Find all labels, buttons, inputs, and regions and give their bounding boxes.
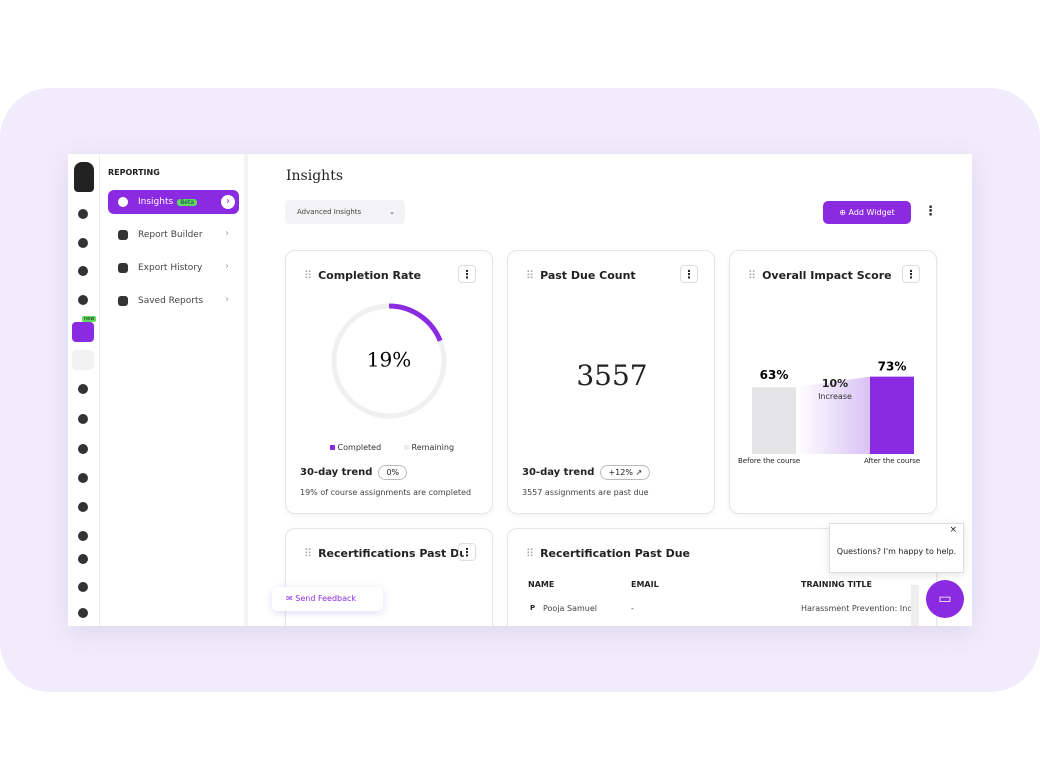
beta-badge: Beta [177,198,198,206]
rail-icon[interactable] [78,295,88,305]
cell: Harassment Prevention: Ind [801,604,913,613]
chat-text: Questions? I'm happy to help. [836,547,957,556]
increase-area [796,376,870,454]
card-menu[interactable]: ⋮ [902,265,920,283]
close[interactable]: × [949,525,957,535]
card-menu[interactable]: ⋮ [458,265,476,283]
trend-label: 30-day trend [522,467,595,478]
nav-item[interactable]: Insights Beta › [108,190,239,214]
cell: - [631,604,634,613]
bar-caption: Before the course [738,457,801,465]
nav-label: Insights [138,197,174,207]
rail-icon[interactable] [78,502,88,512]
cell: Pooja Samuel [543,604,597,613]
column-header: NAME [528,580,555,589]
rail-icon[interactable] [78,531,88,541]
nav-item[interactable]: Export History › [108,256,239,280]
donut-arc [331,303,447,419]
rail-icon[interactable] [78,473,88,483]
trend-pill: 0% [378,465,408,480]
bar [870,376,914,454]
recert-small-card: Recertifications Past Du... ⋮ [285,528,493,626]
sidebar-heading: REPORTING [108,168,160,177]
increase-value: 10% [821,377,849,390]
rail-icon[interactable] [78,384,88,394]
increase-caption: Increase [818,392,852,401]
scrollbar[interactable] [911,585,919,626]
card-title: Past Due Count [526,269,636,282]
card-note: 3557 assignments are past due [522,488,649,497]
feedback-label: Send Feedback [295,594,357,603]
avatar: P [530,604,536,612]
bar-label: 73% [878,360,907,374]
page-title: Insights [286,168,343,184]
legend-item: Completed [337,443,382,452]
nav-item[interactable]: Saved Reports › [108,289,239,313]
feedback-button[interactable]: ✉ Send Feedback [272,587,383,611]
rail-icon[interactable] [78,414,88,424]
chat-popup: Questions? I'm happy to help. × [829,523,964,573]
trend-pill: +12% ↗ [600,465,651,480]
card-menu[interactable]: ⋮ [680,265,698,283]
trend-label: 30-day trend [300,467,373,478]
logo [74,162,94,192]
impact-chart: 63% 73% [752,360,914,454]
big-number: 3557 [576,359,648,392]
completion-card: Completion Rate ⋮ 19% Completed Remainin… [285,250,493,514]
past-due-card: Past Due Count ⋮ 3557 30-day trend +12% ↗… [507,250,715,514]
rail-icon[interactable] [78,238,88,248]
card-note: 19% of course assignments are completed [300,488,472,497]
add-widget-button[interactable]: ⊕ Add Widget [823,201,911,224]
rail-icon[interactable] [78,554,88,564]
rail-icon[interactable] [78,608,88,618]
nav-item[interactable]: Report Builder › [108,223,239,247]
card-menu[interactable]: ⋮ [458,543,476,561]
rail-icon-active[interactable] [72,322,94,342]
chat-button[interactable]: ▭ [926,580,964,618]
app-window: new REPORTING Insights Beta › Report Build… [68,154,972,626]
legend-item: Remaining [411,443,455,452]
nav-label: Export History [138,263,203,273]
column-header: EMAIL [631,580,659,589]
rail-icon[interactable] [78,444,88,454]
icon-rail: new [68,154,100,626]
sidebar: REPORTING Insights Beta › Report Builder › … [100,154,248,626]
donut-label: 19% [367,348,411,372]
dropdown[interactable]: Advanced Insights ⌄ [285,200,405,224]
rail-icon[interactable] [78,209,88,219]
card-title: Recertification Past Due [526,547,690,560]
button-label: Add Widget [848,208,895,217]
rail-icon[interactable] [78,582,88,592]
bar-caption: After the course [864,457,921,465]
bar-label: 63% [760,368,789,382]
dropdown-label: Advanced Insights [297,208,362,216]
more-menu[interactable]: ⋮ [924,204,937,219]
impact-card: Overall Impact Score ⋮ 63% 73% 10% Increa… [729,250,937,514]
bar [752,387,796,454]
nav-label: Saved Reports [138,296,204,306]
rail-icon[interactable] [72,350,94,370]
donut: 19% [331,303,447,419]
column-header: TRAINING TITLE [801,580,872,589]
new-badge: new [82,316,97,322]
rail-icon[interactable] [78,266,88,276]
card-title: Recertifications Past Du... [304,547,464,560]
nav-label: Report Builder [138,230,203,240]
card-title: Completion Rate [304,269,421,282]
card-title: Overall Impact Score [748,269,892,282]
